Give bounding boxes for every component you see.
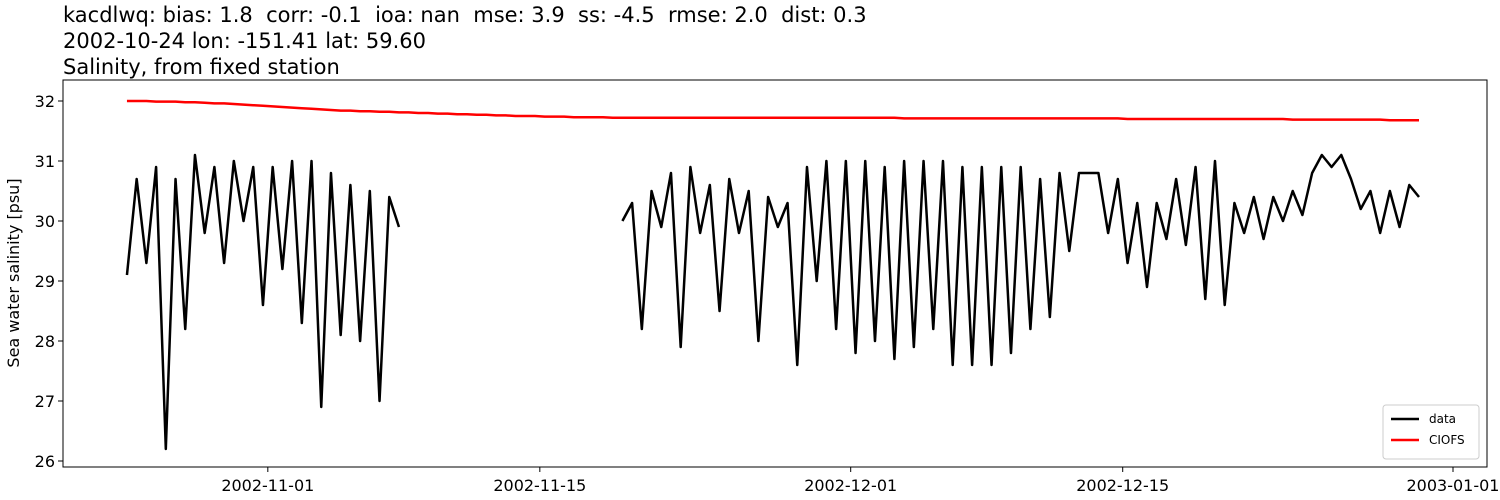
data-line bbox=[125, 153, 1420, 451]
legend-label: data bbox=[1429, 412, 1456, 426]
title-line: Salinity, from fixed station bbox=[63, 55, 340, 79]
y-tick-label: 30 bbox=[35, 212, 55, 231]
y-axis-label: Sea water salinity [psu] bbox=[4, 178, 23, 367]
x-tick-label: 2002-11-01 bbox=[221, 476, 314, 495]
y-tick-label: 31 bbox=[35, 152, 55, 171]
x-tick-label: 2002-12-01 bbox=[804, 476, 897, 495]
y-tick-label: 26 bbox=[35, 452, 55, 471]
title-line: 2002-10-24 lon: -151.41 lat: 59.60 bbox=[63, 29, 426, 53]
plot-frame bbox=[62, 79, 1488, 468]
y-tick-label: 28 bbox=[35, 332, 55, 351]
legend-label: CIOFS bbox=[1429, 433, 1465, 447]
x-tick-label: 2002-12-15 bbox=[1076, 476, 1169, 495]
y-tick-label: 27 bbox=[35, 392, 55, 411]
data-line bbox=[126, 99, 1419, 122]
title-line: kacdlwq: bias: 1.8 corr: -0.1 ioa: nan m… bbox=[63, 3, 867, 27]
x-tick-label: 2002-11-15 bbox=[493, 476, 586, 495]
y-tick-label: 32 bbox=[35, 92, 55, 111]
y-tick-label: 29 bbox=[35, 272, 55, 291]
x-tick-label: 2003-01-01 bbox=[1407, 476, 1500, 495]
